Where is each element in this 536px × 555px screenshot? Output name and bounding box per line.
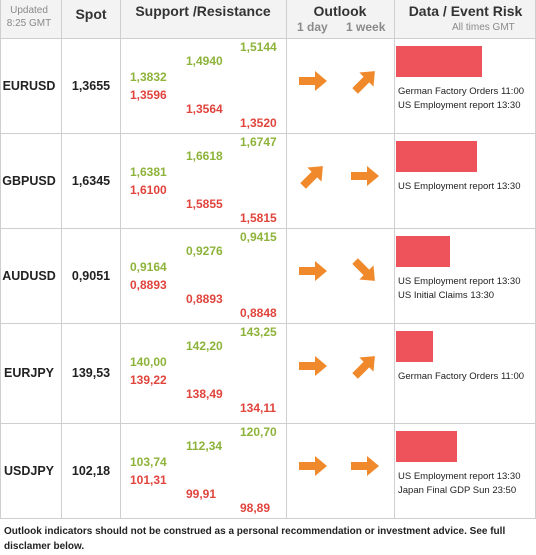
event-risk-bar <box>396 141 477 172</box>
updated-time: 8:25 GMT <box>6 18 52 29</box>
resistance-1: 103,74 <box>130 455 167 469</box>
spot-price: 139,53 <box>71 366 111 380</box>
support-1: 1,6100 <box>130 183 167 197</box>
event-risk-bar <box>396 431 457 462</box>
spot-header: Spot <box>75 6 107 22</box>
symbol: GBPUSD <box>2 173 56 188</box>
event-item: US Employment report 13:30 <box>398 100 521 111</box>
support-1: 139,22 <box>130 373 167 387</box>
event-item: German Factory Orders 11:00 <box>398 86 525 97</box>
resistance-3: 120,70 <box>240 425 277 439</box>
outlook-week-right-arrow-icon <box>348 449 382 483</box>
resistance-3: 1,6747 <box>240 135 277 149</box>
table-header: Updated 8:25 GMT Spot Support /Resistanc… <box>0 0 536 39</box>
resistance-2: 1,6618 <box>186 149 223 163</box>
event-item: US Employment report 13:30 <box>398 471 521 482</box>
support-3: 98,89 <box>240 501 271 515</box>
resistance-3: 1,5144 <box>240 40 277 54</box>
symbol: EURJPY <box>3 366 55 380</box>
outlook-week-up-right-arrow-icon <box>348 349 382 383</box>
resistance-1: 1,6381 <box>130 165 167 179</box>
event-risk-bar <box>396 236 450 267</box>
outlook-week-up-right-arrow-icon <box>348 64 382 98</box>
updated-label: Updated <box>10 5 48 16</box>
outlook-week-down-right-arrow-icon <box>348 254 382 288</box>
support-1: 0,8893 <box>130 278 167 292</box>
forex-outlook-table: Updated 8:25 GMT Spot Support /Resistanc… <box>0 0 536 519</box>
event-item: US Employment report 13:30 <box>398 181 521 192</box>
support-2: 138,49 <box>186 387 223 401</box>
support-3: 0,8848 <box>240 306 277 320</box>
resistance-1: 0,9164 <box>130 260 167 274</box>
disclaimer: Outlook indicators should not be constru… <box>4 526 506 552</box>
resistance-3: 0,9415 <box>240 230 277 244</box>
spot-price: 1,3655 <box>71 78 111 93</box>
all-times-note: All times GMT <box>452 22 515 33</box>
support-2: 1,3564 <box>186 102 223 116</box>
resistance-2: 142,20 <box>186 339 223 353</box>
event-item: Japan Final GDP Sun 23:50 <box>398 485 517 496</box>
spot-price: 0,9051 <box>71 268 111 283</box>
event-item: US Employment report 13:30 <box>398 276 521 287</box>
symbol: USDJPY <box>3 463 55 478</box>
support-1: 1,3596 <box>130 88 167 102</box>
event-risk-bar <box>396 46 482 77</box>
resistance-1: 1,3832 <box>130 70 167 84</box>
event-item: German Factory Orders 11:00 <box>398 371 525 382</box>
support-2: 1,5855 <box>186 197 223 211</box>
outlook-header: Outlook <box>313 3 367 19</box>
symbol: AUDUSD <box>2 268 56 283</box>
resistance-2: 112,34 <box>186 439 223 453</box>
symbol: EURUSD <box>2 78 56 93</box>
support-2: 99,91 <box>186 487 217 501</box>
spot-price: 1,6345 <box>71 173 111 188</box>
support-2: 0,8893 <box>186 292 223 306</box>
data-event-header: Data / Event Risk <box>408 3 523 19</box>
support-3: 1,3520 <box>240 116 277 130</box>
outlook-day-header: 1 day <box>297 20 328 34</box>
outlook-day-right-arrow-icon <box>296 64 330 98</box>
outlook-week-header: 1 week <box>346 20 386 34</box>
outlook-day-up-right-arrow-icon <box>296 159 330 193</box>
resistance-2: 1,4940 <box>186 54 223 68</box>
support-3: 134,11 <box>240 401 277 415</box>
support-resistance-header: Support /Resistance <box>135 3 271 19</box>
outlook-day-right-arrow-icon <box>296 254 330 288</box>
support-3: 1,5815 <box>240 211 277 225</box>
event-item: US Initial Claims 13:30 <box>398 290 495 301</box>
outlook-day-right-arrow-icon <box>296 449 330 483</box>
resistance-3: 143,25 <box>240 325 277 339</box>
resistance-1: 140,00 <box>130 355 167 369</box>
spot-price: 102,18 <box>71 463 111 478</box>
outlook-week-right-arrow-icon <box>348 159 382 193</box>
resistance-2: 0,9276 <box>186 244 223 258</box>
event-risk-bar <box>396 331 433 362</box>
outlook-day-right-arrow-icon <box>296 349 330 383</box>
support-1: 101,31 <box>130 473 167 487</box>
